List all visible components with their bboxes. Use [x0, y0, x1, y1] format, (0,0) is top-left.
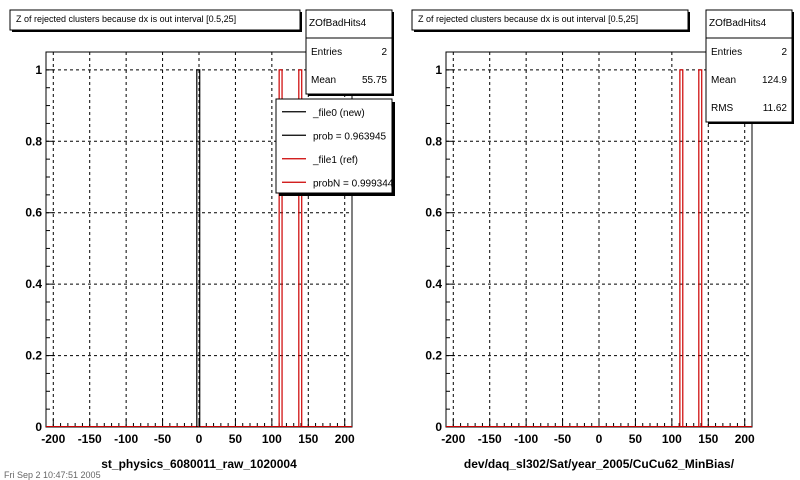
x-tick-label: -50 [554, 432, 572, 446]
y-tick-label: 0.6 [425, 206, 442, 220]
x-tick-label: -100 [514, 432, 538, 446]
x-tick-label: -150 [78, 432, 102, 446]
chart-title: Z of rejected clusters because dx is out… [16, 14, 236, 24]
stats-row-label: Mean [711, 75, 736, 86]
x-tick-label: 150 [698, 432, 718, 446]
x-tick-label: -100 [114, 432, 138, 446]
x-tick-label: 50 [629, 432, 643, 446]
histogram-bin [278, 69, 283, 427]
y-tick-label: 0 [35, 420, 42, 434]
y-tick-label: 0.4 [425, 277, 442, 291]
title-box [9, 9, 301, 31]
y-tick-label: 0.8 [25, 134, 42, 148]
x-tick-label: 0 [196, 432, 203, 446]
x-axis-label: st_physics_6080011_raw_1020004 [101, 457, 297, 471]
stats-row-label: Mean [311, 75, 336, 86]
stats-row-value: 55.75 [362, 75, 387, 86]
stats-row-value: 2 [781, 47, 787, 58]
stats-row-value: 2 [381, 47, 387, 58]
histogram-bin [298, 69, 303, 427]
stats-box [705, 9, 793, 123]
x-tick-label: 200 [335, 432, 355, 446]
y-tick-label: 0.2 [25, 349, 42, 363]
timestamp-footer: Fri Sep 2 10:47:51 2005 [4, 470, 101, 480]
y-tick-label: 0.8 [425, 134, 442, 148]
left-histogram-pad: -200 -150 -100 -50 0 50 100 150 200 0 0.2 0.4 0.6 0.8… [9, 9, 395, 471]
histogram-bin [196, 69, 201, 427]
stats-name: ZOfBadHits4 [309, 18, 367, 29]
stats-box [305, 9, 393, 95]
y-tick-label: 1 [35, 63, 42, 77]
stats-row-label: Entries [311, 47, 342, 58]
legend: _file0 (new) prob = 0.963945 _file1 (ref) p… [275, 98, 395, 196]
x-tick-label: 0 [596, 432, 603, 446]
y-tick-label: 0.4 [25, 277, 42, 291]
legend-label: _file1 (ref) [312, 155, 358, 166]
x-tick-label: -200 [441, 432, 465, 446]
x-tick-label: 200 [735, 432, 755, 446]
x-axis-label: dev/daq_sl302/Sat/year_2005/CuCu62_MinBi… [464, 457, 735, 471]
legend-label: prob = 0.963945 [313, 131, 387, 142]
y-tick-label: 0.2 [425, 349, 442, 363]
legend-label: probN = 0.999344 [313, 178, 394, 189]
legend-box [275, 98, 393, 194]
x-tick-label: 100 [662, 432, 682, 446]
x-tick-label: 150 [298, 432, 318, 446]
stats-row-label: RMS [711, 103, 734, 114]
legend-label: _file0 (new) [312, 108, 365, 119]
x-tick-label: 100 [262, 432, 282, 446]
x-tick-label: -50 [154, 432, 172, 446]
stats-name: ZOfBadHits4 [709, 18, 767, 29]
y-tick-label: 1 [435, 63, 442, 77]
y-tick-label: 0 [435, 420, 442, 434]
right-histogram-pad: -200 -150 -100 -50 0 50 100 150 200 0 0.2 0.4 0.6 0.8… [411, 9, 794, 471]
stats-row-value: 124.9 [762, 75, 787, 86]
histogram-bin [679, 69, 684, 427]
y-tick-label: 0.6 [25, 206, 42, 220]
histogram-bin [698, 69, 703, 427]
stats-row-label: Entries [711, 47, 742, 58]
chart-title: Z of rejected clusters because dx is out… [418, 14, 638, 24]
stats-row-value: 11.62 [763, 103, 788, 114]
x-tick-label: -200 [41, 432, 65, 446]
title-box [411, 9, 689, 31]
x-tick-label: -150 [478, 432, 502, 446]
x-tick-label: 50 [229, 432, 243, 446]
